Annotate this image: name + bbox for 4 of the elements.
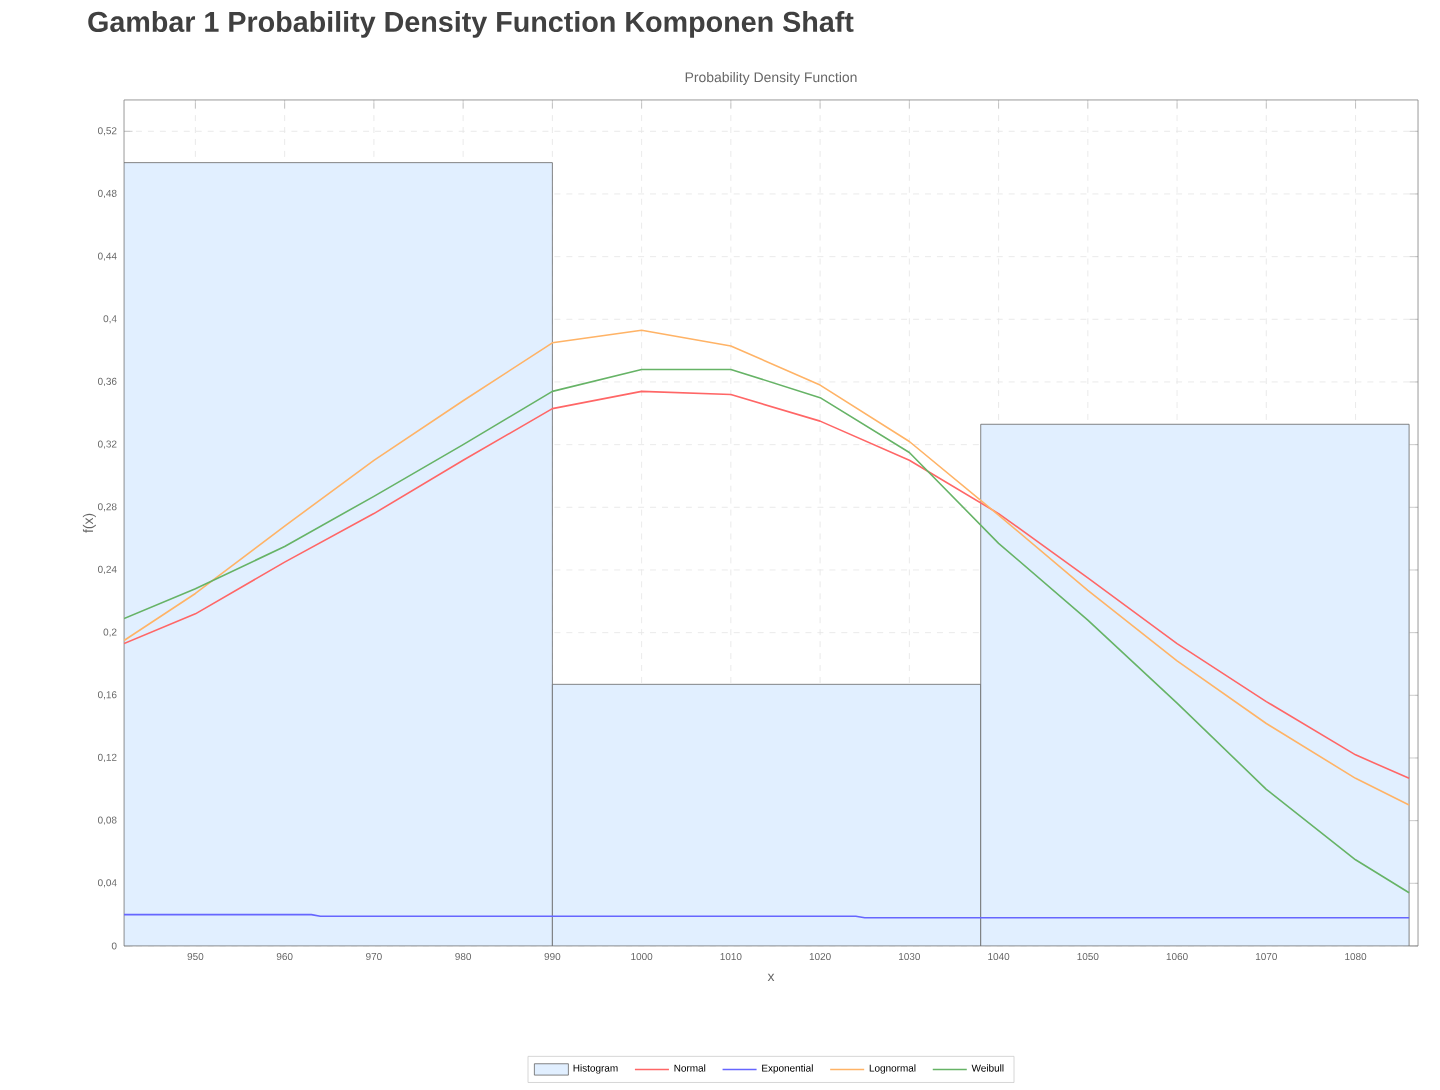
line-series bbox=[124, 368, 1410, 894]
line-series bbox=[124, 390, 1410, 780]
line-series bbox=[124, 329, 1410, 806]
text: Gambar 1 Probability Density Function Komponen Shaft bbox=[88, 11, 854, 38]
